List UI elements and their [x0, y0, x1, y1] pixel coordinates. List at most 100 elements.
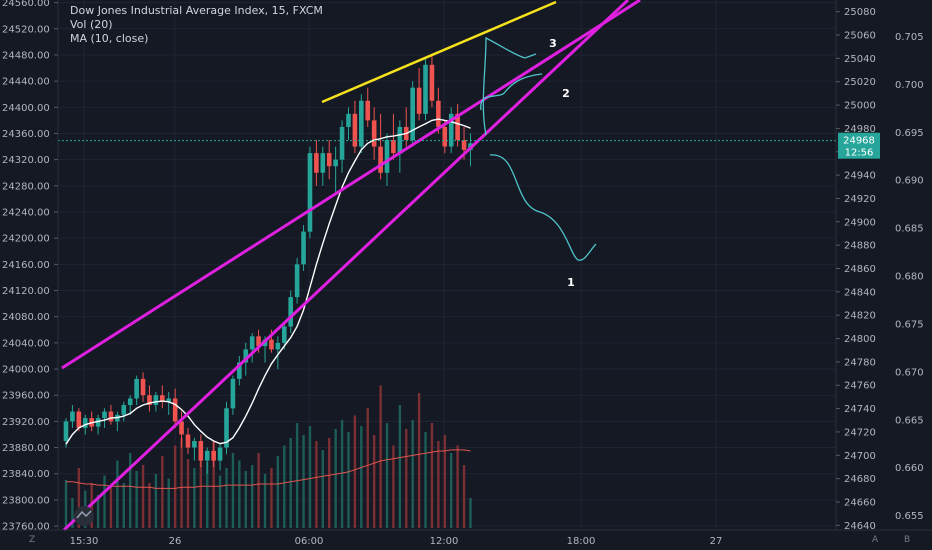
candle-body — [192, 441, 197, 448]
right1-tick-label: 25080 — [844, 7, 876, 18]
volume-bar — [135, 471, 138, 528]
candle-body — [416, 87, 422, 114]
candle-body — [314, 153, 319, 173]
x-tick-label: 18:00 — [567, 536, 596, 547]
candle-body — [95, 418, 101, 427]
volume-bar — [96, 495, 100, 528]
volume-bar — [328, 438, 331, 528]
candle — [314, 140, 319, 186]
volume-bar — [71, 498, 74, 528]
candle — [185, 427, 191, 455]
left-tick-label: 23840.00 — [2, 469, 50, 480]
left-tick-label: 23800.00 — [2, 495, 50, 506]
candle — [172, 388, 178, 428]
x-tick-label: 15:30 — [70, 536, 99, 547]
volume-bar — [103, 475, 106, 528]
volume-bar — [250, 465, 254, 528]
right1-tick-label: 24860 — [844, 264, 876, 275]
candle-body — [82, 418, 88, 428]
volume-bar — [398, 405, 402, 528]
candle — [371, 107, 377, 160]
volume-bar — [257, 453, 260, 528]
volume-bar — [180, 438, 183, 528]
candle-body — [160, 395, 165, 402]
candle — [166, 391, 172, 415]
right2-tick-label: 0.665 — [895, 415, 924, 426]
volume-bar — [109, 486, 113, 528]
candle-body — [179, 421, 184, 435]
candle-body — [307, 153, 313, 232]
right2-tick-label: 0.660 — [895, 463, 924, 474]
candle — [198, 434, 204, 468]
candle-body — [339, 126, 345, 160]
candle-body — [249, 336, 255, 350]
candle-body — [275, 342, 281, 350]
right2-tick-label: 0.685 — [895, 224, 924, 235]
left-tick-label: 24480.00 — [2, 50, 50, 61]
candle-body — [172, 398, 178, 422]
corner-label-z[interactable]: Z — [29, 535, 36, 545]
drawings[interactable]: 1 2 3 — [58, 0, 836, 532]
volume-bar — [186, 459, 190, 528]
candle — [326, 140, 332, 180]
left-tick-label: 24240.00 — [2, 208, 50, 219]
candle — [160, 385, 165, 409]
volume-bar — [302, 435, 305, 528]
candle-body — [230, 378, 236, 409]
volume-bar — [148, 483, 151, 528]
corner-label-b[interactable]: B — [904, 535, 911, 545]
candle-body — [217, 447, 223, 461]
right1-tick-label: 24660 — [844, 497, 876, 508]
right2-tick-label: 0.695 — [895, 128, 924, 139]
right1-tick-label: 24700 — [844, 451, 876, 462]
right2-tick-label: 0.700 — [895, 80, 924, 91]
candle — [70, 405, 75, 428]
candle — [230, 375, 236, 415]
volume-bar — [315, 441, 318, 528]
volume-bar — [193, 468, 196, 528]
right1-tick-label: 24740 — [844, 404, 876, 415]
volume-bar — [154, 474, 158, 528]
price-tag-price: 24968 — [843, 136, 875, 147]
volume-bar — [443, 435, 446, 528]
price-tag-countdown: 12:56 — [845, 148, 874, 159]
candle-body — [423, 64, 428, 114]
candle-body — [288, 297, 293, 327]
volume-bar — [379, 385, 382, 528]
candle-body — [70, 411, 75, 422]
candle — [294, 257, 300, 304]
candle — [108, 405, 114, 425]
candle-body — [281, 326, 287, 343]
volume-bar — [244, 471, 247, 528]
candle — [249, 333, 255, 363]
candle-body — [294, 264, 300, 298]
candle — [63, 418, 69, 448]
volume-bar — [424, 432, 427, 528]
volume-bar — [462, 465, 466, 528]
right1-tick-label: 24880 — [844, 241, 876, 252]
candle — [301, 225, 306, 271]
candle-body — [63, 421, 69, 442]
right1-tick-label: 24940 — [844, 171, 876, 182]
candle — [352, 100, 358, 154]
right1-tick-label: 24920 — [844, 194, 876, 205]
right2-tick-label: 0.705 — [895, 32, 924, 43]
channel-upper-line — [61, 0, 641, 370]
candle — [211, 441, 216, 468]
candle — [147, 385, 152, 412]
volume-bar — [231, 453, 235, 528]
volume-bar — [456, 445, 459, 528]
scenario-path-1 — [489, 154, 597, 261]
volume-bar — [141, 465, 145, 528]
candle — [275, 336, 281, 370]
right2-tick-label: 0.690 — [895, 176, 924, 187]
corner-label-a[interactable]: A — [872, 535, 879, 545]
candle — [224, 401, 229, 455]
x-tick-label: 27 — [710, 536, 723, 547]
volume-bar — [167, 478, 170, 528]
volume-bar — [289, 438, 292, 528]
candle — [127, 395, 133, 415]
right1-tick-label: 25000 — [844, 101, 876, 112]
volume-bar — [334, 429, 337, 528]
